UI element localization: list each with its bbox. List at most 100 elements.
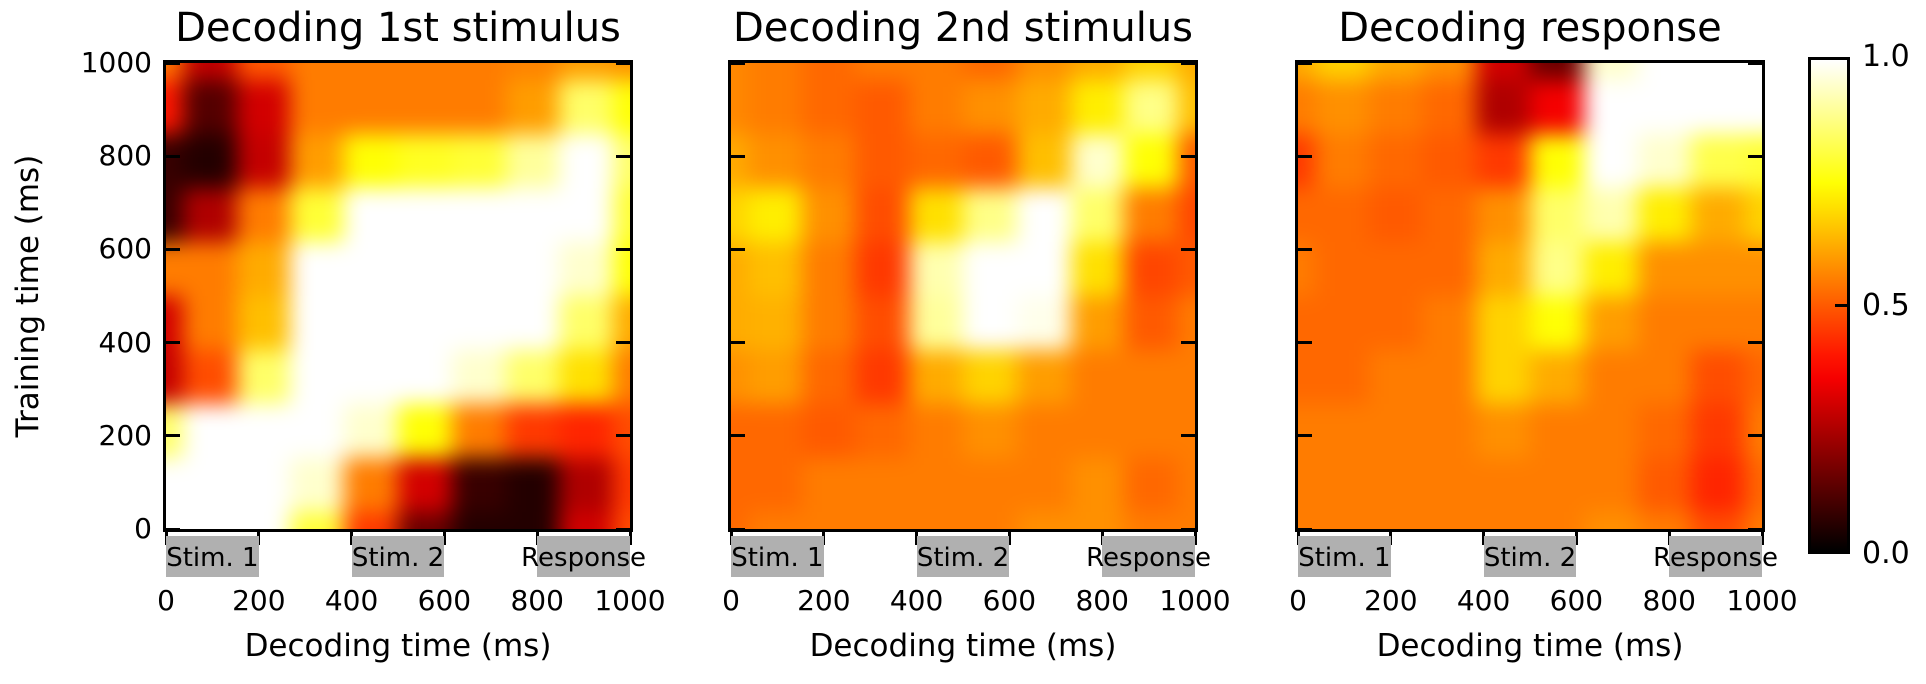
x-tick-label: 600	[982, 584, 1037, 617]
heatmap-cell	[182, 404, 237, 459]
heatmap-cell	[1124, 79, 1179, 134]
heatmap-cell	[559, 79, 614, 134]
x-tick	[257, 532, 261, 545]
x-tick	[822, 532, 826, 545]
heatmap-cell	[290, 350, 345, 405]
heatmap-cell	[1745, 512, 1762, 529]
heatmap-cell	[1745, 133, 1762, 188]
y-tick	[166, 341, 180, 345]
heatmap-cell	[1368, 512, 1423, 529]
x-tick-label: 400	[889, 584, 944, 617]
heatmap-cell	[344, 133, 398, 188]
x-tick-label: 200	[1364, 584, 1418, 617]
x-tick	[1193, 532, 1197, 545]
x-tick-label: 800	[1075, 584, 1129, 617]
heatmap-cell	[166, 404, 183, 459]
heatmap-cell	[559, 350, 614, 405]
heatmap-cell	[398, 512, 452, 529]
heatmap-cell	[505, 295, 560, 351]
heatmap-cell	[451, 133, 506, 188]
x-tick-label: 600	[417, 584, 472, 617]
x-tick	[1574, 532, 1578, 545]
heatmap-cell	[731, 79, 748, 134]
heatmap-cell	[1368, 404, 1423, 459]
heatmap-cell	[451, 241, 506, 296]
heatmap-cell	[1368, 187, 1423, 242]
x-tick-label: 0	[157, 584, 175, 617]
heatmap-cell	[1298, 241, 1315, 296]
heatmap-cell	[1637, 133, 1692, 188]
y-tick	[1181, 341, 1195, 345]
heatmap-cell	[1124, 350, 1179, 405]
heatmap-cell	[559, 458, 614, 513]
epoch-bar	[351, 536, 445, 577]
heatmap-cell	[1476, 133, 1530, 188]
heatmap-cell	[801, 350, 856, 405]
heatmap-cell	[747, 458, 802, 513]
heatmap-cell	[236, 187, 291, 242]
heatmap-cell	[451, 350, 506, 405]
heatmap-cell	[1637, 241, 1692, 296]
heatmap-cell	[1476, 187, 1530, 242]
heatmap-plot	[163, 60, 633, 532]
heatmap-cell	[1745, 458, 1762, 513]
heatmap-cell	[1124, 63, 1179, 80]
heatmap-cell	[1070, 295, 1125, 351]
heatmap-cell	[1745, 404, 1762, 459]
heatmap-cell	[747, 241, 802, 296]
heatmap-cell	[613, 133, 630, 188]
heatmap-cell	[1691, 350, 1746, 405]
heatmap-cell	[1178, 404, 1195, 459]
heatmap-cell	[1178, 63, 1195, 80]
y-tick	[616, 434, 630, 438]
heatmap-cell	[1476, 241, 1530, 296]
heatmap-cell	[182, 63, 237, 80]
heatmap-cell	[1070, 187, 1125, 242]
heatmap-cell	[731, 63, 748, 80]
heatmap-cell	[236, 241, 291, 296]
heatmap-cell	[236, 133, 291, 188]
x-tick-label: 800	[1642, 584, 1696, 617]
heatmap-cell	[1124, 512, 1179, 529]
heatmap-cell	[1368, 350, 1423, 405]
heatmap-cell	[801, 295, 856, 351]
heatmap-cell	[613, 63, 630, 80]
heatmap-cell	[1016, 241, 1071, 296]
heatmap-cell	[182, 241, 237, 296]
heatmap-cell	[909, 350, 963, 405]
y-tick	[731, 341, 745, 345]
heatmap-cell	[559, 295, 614, 351]
heatmap-cell	[451, 79, 506, 134]
y-tick	[166, 247, 180, 251]
y-tick	[1298, 247, 1312, 251]
heatmap-cell	[1476, 404, 1530, 459]
y-tick	[731, 63, 745, 65]
heatmap-cell	[1583, 63, 1638, 80]
y-tick	[166, 527, 180, 529]
panel-title: Decoding 1st stimulus	[175, 5, 621, 51]
heatmap-cell	[1530, 241, 1584, 296]
heatmap-cell	[182, 187, 237, 242]
y-tick	[1748, 341, 1762, 345]
heatmap-cell	[1745, 241, 1762, 296]
y-tick	[166, 63, 180, 65]
y-tick	[1298, 527, 1312, 529]
heatmap-cell	[398, 63, 452, 80]
y-tick	[1181, 434, 1195, 438]
y-tick-label: 400	[98, 325, 152, 359]
heatmap-cell	[166, 295, 183, 351]
heatmap-cell	[559, 404, 614, 459]
heatmap-cell	[505, 79, 560, 134]
heatmap-cell	[855, 241, 910, 296]
y-tick-label: 800	[98, 139, 152, 173]
heatmap-cell	[1368, 295, 1423, 351]
heatmap-cell	[1124, 241, 1179, 296]
heatmap-cell	[855, 79, 910, 134]
heatmap-cell	[1016, 512, 1071, 529]
heatmap-cell	[505, 241, 560, 296]
heatmap-cell	[1637, 295, 1692, 351]
heatmap-cell	[1745, 350, 1762, 405]
epoch-label: Stim. 2	[351, 543, 445, 573]
heatmap-cell	[963, 241, 1017, 296]
